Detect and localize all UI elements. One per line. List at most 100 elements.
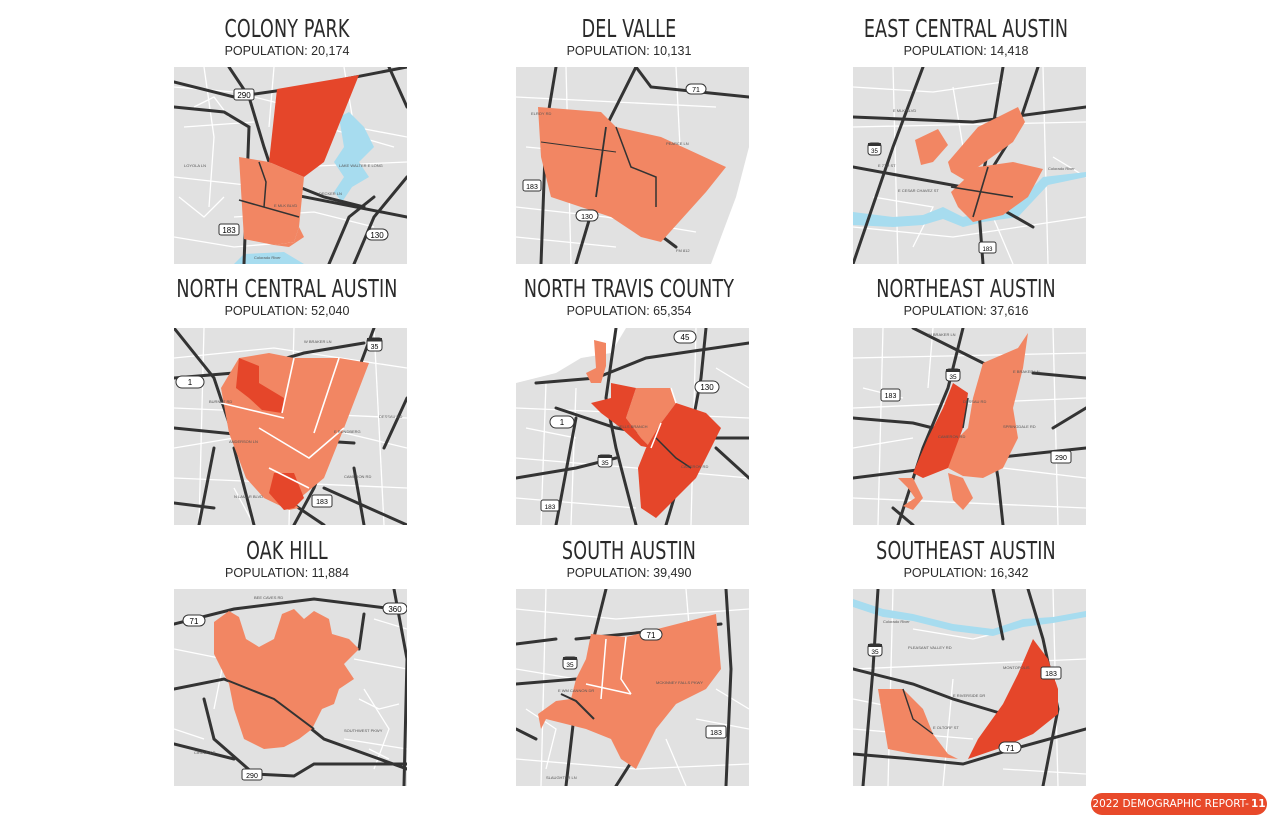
population-text: POPULATION: 16,342 [903,566,1029,580]
road-label: CAMERON RD [681,464,708,469]
road-label: W BRAKER LN [928,332,956,337]
road-label: N LAMAR BLVD [234,494,263,499]
road-label: SPRINGDALE RD [1003,424,1036,429]
panel-title: EAST CENTRAL AUSTIN [863,14,1069,43]
road-label: DECKER LN [319,191,342,196]
shield-oval-71: 71 [639,628,663,641]
shield-us-290: 290 [1050,450,1072,464]
road-label: CAMERON RD [938,434,965,439]
shield-number: 290 [246,773,258,780]
shield-us-183: 183 [880,388,901,402]
map-southeast-austin[interactable]: 35 183 71 Colorado River E RIVERSIDE DR … [853,589,1086,786]
shield-number: 1 [188,378,193,387]
road-label: CIRCLE DR [194,750,216,755]
road-label: ELROY RD [531,111,551,116]
shield-number: 71 [190,617,199,626]
panel-title: NORTHEAST AUSTIN [876,274,1056,303]
population-text: POPULATION: 65,354 [566,304,692,318]
shield-number: 130 [700,383,714,392]
shield-number: 183 [982,247,993,253]
map-north-travis-county[interactable]: 45 130 1 35 183 WELLS BRANCH CAMERON RD [516,328,749,525]
population-text: POPULATION: 10,131 [566,44,692,58]
shield-number: 35 [371,344,379,351]
road-label: E 7TH ST [878,163,896,168]
panel-southeast-austin: SOUTHEAST AUSTIN POPULATION: 16,342 [806,537,1126,581]
panel-south-austin: SOUTH AUSTIN POPULATION: 39,490 [469,537,789,581]
shield-number: 35 [871,649,879,656]
shield-oval-71: 71 [685,83,707,95]
population-text: POPULATION: 37,616 [903,304,1029,318]
shield-number: 1 [560,418,565,427]
shield-oval-130: 130 [365,228,389,241]
road-label: BEE CAVES RD [254,595,283,600]
road-label: E MLK BLVD [893,108,916,113]
panel-east-central-austin: EAST CENTRAL AUSTIN POPULATION: 14,418 [806,15,1126,59]
shield-number: 290 [1055,455,1067,462]
map-south-austin[interactable]: 35 71 183 E WM CANNON DR MCKINNEY FALLS … [516,589,749,786]
map-northeast-austin[interactable]: 35 183 290 W BRAKER LN E BRAKER LN DESSA… [853,328,1086,525]
shield-number: 71 [1006,744,1015,753]
shield-number: 183 [222,226,236,235]
shield-number: 35 [566,662,574,669]
shield-number: 183 [545,504,556,511]
population-text: POPULATION: 39,490 [566,566,692,580]
panel-title: COLONY PARK [224,14,350,43]
road-label: LOYOLA LN [184,163,206,168]
map-north-central-austin[interactable]: 35 1 183 W BRAKER LN BURNET RD ANDERSON … [174,328,407,525]
road-label: DESSAU RD [963,399,986,404]
shield-us-290: 290 [233,88,255,101]
panel-north-travis-county: NORTH TRAVIS COUNTY POPULATION: 65,354 [469,275,789,319]
panel-colony-park: COLONY PARK POPULATION: 20,174 [127,15,447,59]
panel-del-valle: DEL VALLE POPULATION: 10,131 [469,15,789,59]
shield-number: 45 [681,333,690,342]
panel-title: OAK HILL [246,536,328,565]
shield-us-183: 183 [1040,666,1062,680]
map-colony-park[interactable]: 290 183 130 LAKE WALTER E LONG DECKER LN… [174,67,407,264]
road-label: Colorado River [1048,166,1075,171]
road-label: CAMERON RD [344,474,371,479]
shield-number: 71 [692,87,700,94]
road-label: SOUTHWEST PKWY [344,728,383,733]
road-label: PLEASANT VALLEY RD [908,645,952,650]
shield-i-35: 35 [867,643,883,657]
panel-title: SOUTH AUSTIN [561,536,697,565]
road-label: ANDERSON LN [229,439,258,444]
panel-oak-hill: OAK HILL POPULATION: 11,884 [127,537,447,581]
road-label: MCKINNEY FALLS PKWY [656,680,703,685]
shield-number: 183 [526,184,538,191]
shield-number: 130 [581,214,593,221]
road-label: E OLTORF ST [933,725,959,730]
shield-oval-1: 1 [549,415,575,429]
shield-number: 183 [885,393,897,400]
shield-oval-45: 45 [673,330,697,344]
page-number: 11 [1250,798,1266,810]
panel-northeast-austin: NORTHEAST AUSTIN POPULATION: 37,616 [806,275,1126,319]
shield-oval-71: 71 [182,614,206,627]
shield-oval-130: 130 [575,209,599,222]
shield-number: 360 [388,605,402,614]
map-east-central-austin[interactable]: 35 183 E MLK BLVD E 7TH ST E CESAR CHAVE… [853,67,1086,264]
shield-us-183: 183 [218,223,240,236]
map-del-valle[interactable]: 71 183 130 ELROY RD PEARCE LN FM 812 [516,67,749,264]
panel-title: NORTH CENTRAL AUSTIN [176,274,398,303]
panel-title: NORTH TRAVIS COUNTY [523,274,735,303]
shield-us-183: 183 [540,499,560,512]
road-label: PEARCE LN [666,141,689,146]
road-label: E RIVERSIDE DR [953,693,985,698]
shield-number: 183 [316,499,328,506]
road-label: E CESAR CHAVEZ ST [898,188,939,193]
shield-us-183: 183 [705,725,727,739]
shield-i-35: 35 [562,656,578,670]
shield-oval-130: 130 [694,380,720,394]
map-oak-hill[interactable]: 71 360 290 BEE CAVES RD SOUTHWEST PKWY C… [174,589,407,786]
population-text: POPULATION: 14,418 [903,44,1029,58]
population-text: POPULATION: 52,040 [224,304,350,318]
road-label: Colorado River [254,255,281,260]
panel-title: DEL VALLE [581,14,677,43]
road-label: FM 812 [676,248,690,253]
shield-us-183: 183 [978,241,997,254]
road-label: E BRAKER LN [1013,369,1040,374]
shield-number: 183 [710,730,722,737]
shield-oval-360: 360 [382,602,407,615]
shield-us-183: 183 [522,179,542,192]
